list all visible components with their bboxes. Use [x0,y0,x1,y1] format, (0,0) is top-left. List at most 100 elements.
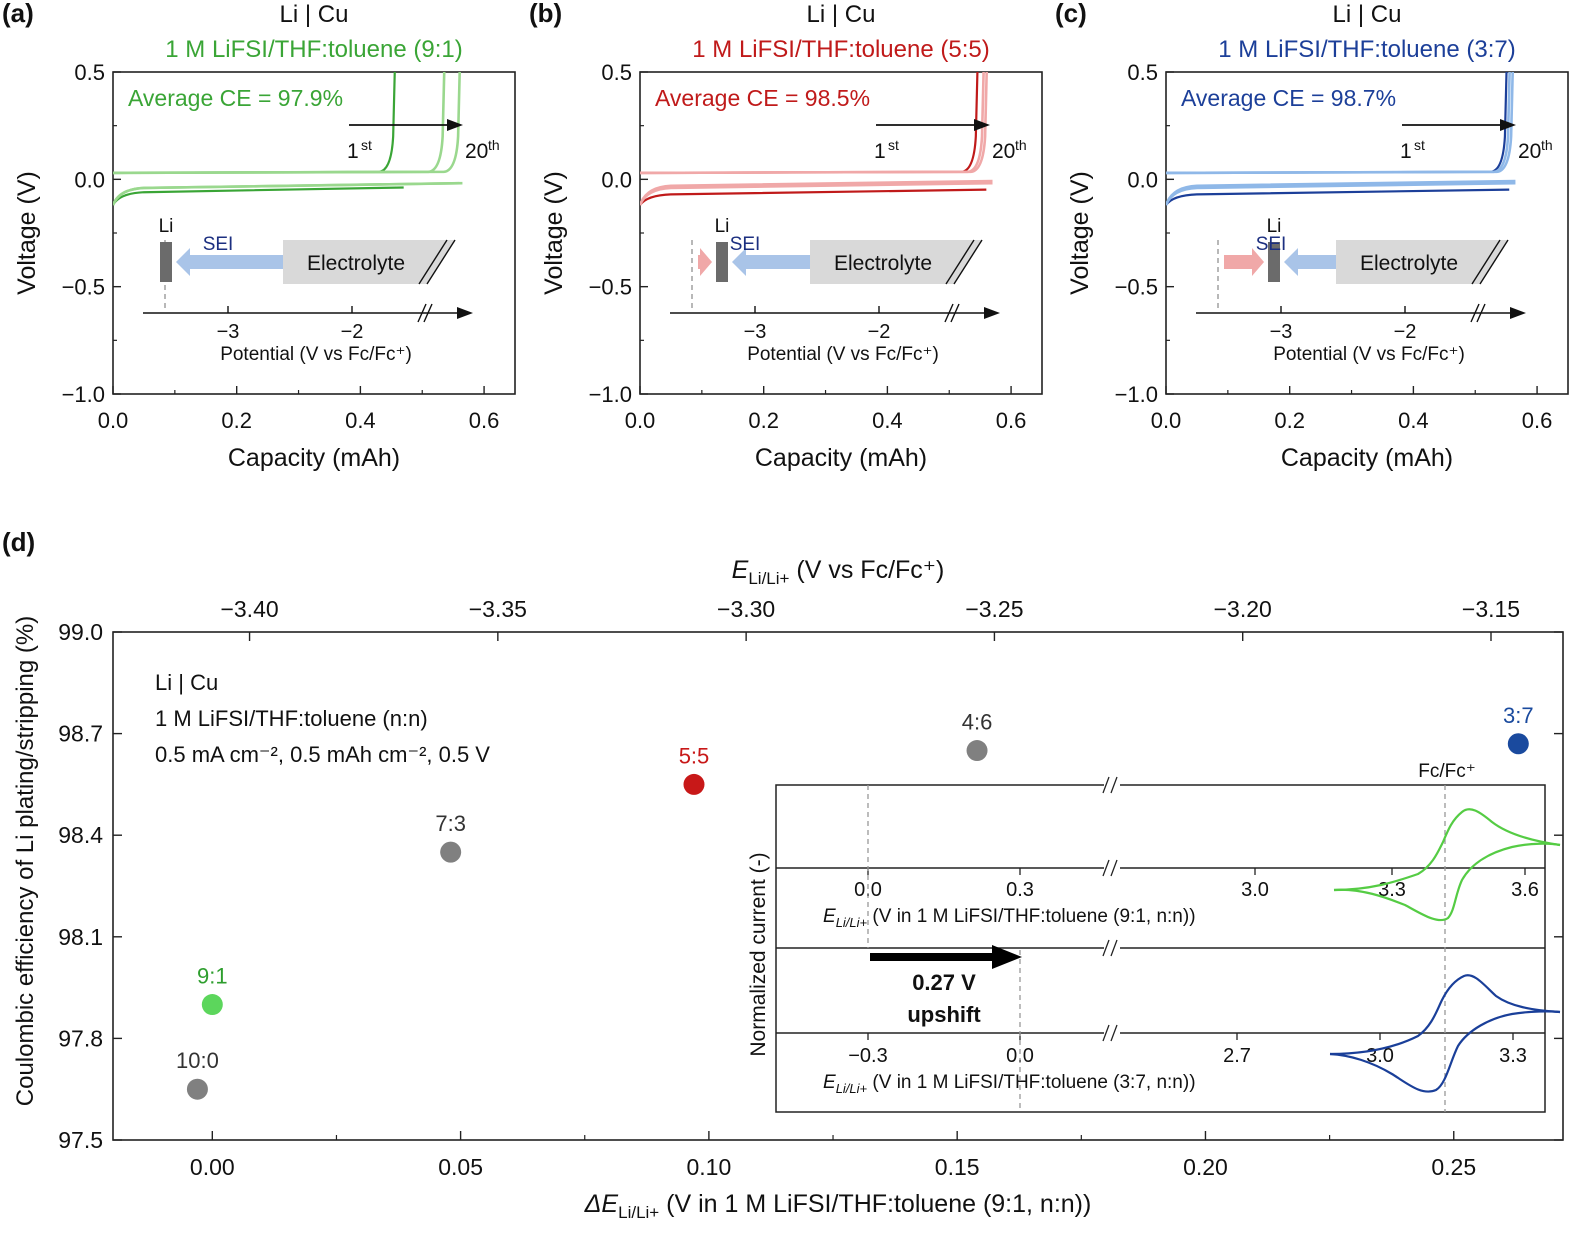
data-point-4-6 [966,740,988,762]
cycle-arrowhead [1500,119,1516,131]
axis-break [1110,776,1118,794]
plating-curve [640,179,993,206]
axis-break [1102,859,1110,877]
stripping-curve [1166,72,1511,175]
y-tick-label: 0.5 [74,60,105,85]
axis-break [1110,1024,1118,1042]
electrolyte-bar [1336,240,1508,284]
x-tick-label: 0.20 [1183,1154,1228,1180]
voltage-curves [113,72,463,206]
average-ce-label: Average CE = 97.9% [128,85,343,111]
voltage-curves [1166,72,1516,206]
panel-title: Li | Cu [280,1,349,28]
inset-y-axis-label: Normalized current (-) [747,852,770,1056]
sei-label: SEI [203,234,234,255]
y-tick-label: −0.5 [62,275,105,300]
y-tick-label: −0.5 [589,275,632,300]
potential-tick-label: −2 [341,321,364,343]
panel-subtitle: 1 M LiFSI/THF:toluene (9:1) [165,36,462,63]
shift-label: upshift [907,1002,981,1027]
y-axis-label: Voltage (V) [540,171,568,295]
panel-title: Li | Cu [807,1,876,28]
panel-title: Li | Cu [1333,1,1402,28]
x-tick-label: 0.4 [872,408,903,433]
plating-curve [1166,188,1510,206]
sei-label: SEI [730,234,761,255]
x-tick-label: 0.2 [221,408,252,433]
axis-break [1110,859,1118,877]
inset-bottom-tick-label: 0.0 [1006,1045,1034,1067]
plating-curve [113,186,404,206]
x-tick-label: 0.00 [190,1154,235,1180]
panel-c: (c) Li | Cu 1 M LiFSI/THF:toluene (3:7) 0.5… [1055,0,1569,472]
axis-break [944,303,954,323]
average-ce-label: Average CE = 98.7% [1181,85,1396,111]
x-tick-label: 0.4 [1398,408,1429,433]
x-axis-label: ΔELi/Li+ (V in 1 M LiFSI/THF:toluene (9:… [584,1190,1092,1222]
data-point-label: 10:0 [176,1048,219,1073]
sei-arrow [732,248,810,276]
top-x-axis-label: ELi/Li+ (V vs Fc/Fc⁺) [732,556,945,588]
inset-bottom-axis-label: ELi/Li+ (V in 1 M LiFSI/THF:toluene (3:7… [823,1072,1196,1096]
data-point-label: 9:1 [197,964,228,989]
cycle-last-sup: th [488,137,500,153]
stripping-curve [640,72,985,175]
data-point-10-0 [186,1078,208,1100]
cycle-last-label: 20 [465,140,488,163]
panel-label: (d) [2,527,35,557]
y-axis-label: Voltage (V) [1066,171,1094,295]
electrolyte-label: Electrolyte [834,252,932,275]
cycle-arrowhead [447,119,463,131]
x-tick-label: 0.05 [438,1154,483,1180]
stripping-curve [640,72,988,175]
panel-label: (b) [529,0,562,28]
panel-subtitle: 1 M LiFSI/THF:toluene (3:7) [1218,36,1515,63]
axis-break [1110,939,1118,957]
potential-tick-label: −2 [868,321,891,343]
inset-top-tick-label: 0.0 [854,879,882,901]
top-x-tick-label: −3.15 [1462,596,1520,622]
y-tick-label: −1.0 [589,382,632,407]
top-panels: (a) Li | Cu 1 M LiFSI/THF:toluene (9:1) 0.5… [2,0,1569,472]
potential-axis-label: Potential (V vs Fc/Fc⁺) [220,344,412,365]
data-point-label: 5:5 [679,743,710,768]
axis-break [950,303,960,323]
cycle-first-sup: st [1414,137,1425,153]
y-tick-label: 98.1 [58,924,103,950]
axis-break [1102,1024,1110,1042]
inset-bottom-tick-label: −0.3 [848,1045,887,1067]
sei-label: SEI [1256,234,1287,255]
inset-top-tick-label: 3.0 [1241,879,1269,901]
x-axis-label: Capacity (mAh) [1281,444,1453,472]
plating-curve [640,188,987,206]
data-point-3-7 [1507,733,1529,755]
fc-label: Fc/Fc⁺ [1418,761,1476,782]
potential-tick-label: −3 [1270,321,1293,343]
shift-arrow [1224,248,1264,276]
x-axis-label: Capacity (mAh) [228,444,400,472]
stripping-curve [113,72,461,175]
electrolyte-bar [283,240,455,284]
x-tick-label: 0.10 [687,1154,732,1180]
data-point-label: 3:7 [1503,703,1534,728]
cycle-last-label: 20 [992,140,1015,163]
axis-break [1102,776,1110,794]
y-tick-label: −1.0 [1115,382,1158,407]
electrolyte-break [945,239,975,285]
inset-top-axis-label: ELi/Li+ (V in 1 M LiFSI/THF:toluene (9:1… [823,906,1196,930]
electrolyte-label: Electrolyte [307,252,405,275]
electrolyte-break [1471,239,1501,285]
y-tick-label: 0.5 [1127,60,1158,85]
inset-bottom-tick-label: 3.3 [1499,1045,1527,1067]
potential-axis-arrowhead [457,307,473,319]
plating-curve [1166,179,1516,206]
potential-axis-label: Potential (V vs Fc/Fc⁺) [1273,344,1465,365]
cv-inset: Normalized current (-) 0.0 0.3 3.0 3.3 3.6 ELi… [747,761,1561,1113]
x-axis-label: Capacity (mAh) [755,444,927,472]
sei-arrow [1284,248,1336,276]
sei-arrow [176,248,283,276]
y-tick-label: 0.0 [74,167,105,192]
